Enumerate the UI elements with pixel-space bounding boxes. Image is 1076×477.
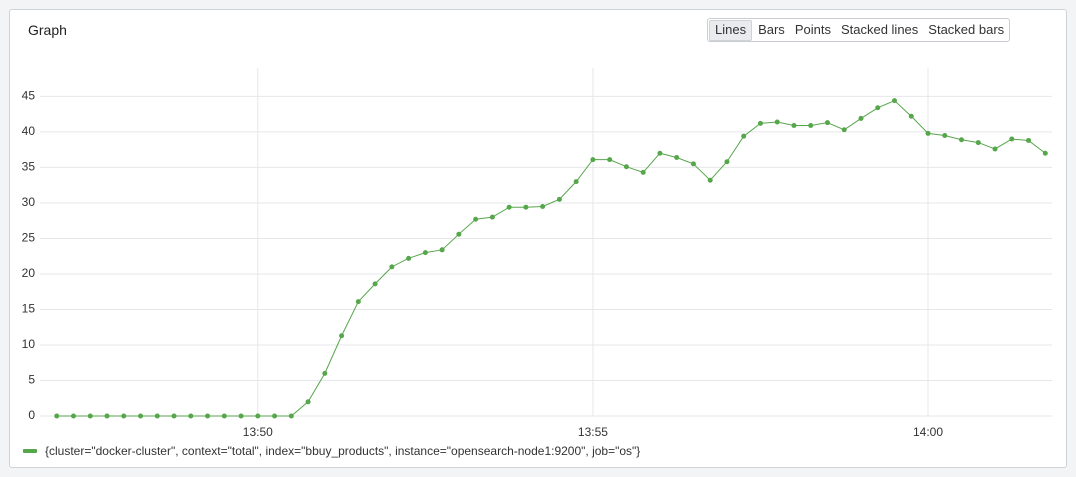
x-tick-label: 13:55 (578, 425, 608, 439)
data-point (942, 132, 948, 138)
data-point (238, 413, 244, 419)
data-point (674, 154, 680, 160)
chart-type-button[interactable]: Points (794, 22, 831, 37)
data-point (540, 203, 546, 209)
y-tick-label: 0 (28, 408, 35, 422)
data-point (590, 157, 596, 163)
chart-type-toolbar: Lines Bars Points Stacked lines Stacked bars (707, 18, 1011, 42)
data-point (975, 140, 981, 146)
data-point (422, 250, 428, 256)
data-point (121, 413, 127, 419)
data-point (657, 150, 663, 156)
y-tick-label: 35 (22, 160, 36, 174)
data-point (607, 157, 613, 163)
data-point (322, 370, 328, 376)
data-point (1026, 137, 1032, 143)
data-point (489, 214, 495, 220)
data-point (808, 123, 814, 129)
data-point (456, 231, 462, 237)
data-point (523, 204, 529, 210)
data-point (506, 204, 512, 210)
chart-type-button[interactable]: Stacked bars (928, 22, 1005, 37)
data-point (255, 413, 261, 419)
chart-type-button[interactable]: Lines (709, 20, 753, 41)
y-tick-label: 20 (22, 266, 36, 280)
data-point (774, 119, 780, 125)
data-point (1042, 150, 1048, 156)
data-point (757, 120, 763, 126)
legend-label: {cluster="docker-cluster", context="tota… (45, 444, 640, 458)
legend-swatch (23, 449, 37, 453)
data-point (623, 164, 629, 170)
data-point (892, 98, 898, 104)
data-point (104, 413, 110, 419)
data-point (71, 413, 77, 419)
chart-type-button[interactable]: Bars (758, 22, 785, 37)
data-point (858, 115, 864, 121)
data-point (841, 127, 847, 133)
data-point (992, 146, 998, 152)
data-point (439, 247, 445, 253)
data-point (925, 130, 931, 136)
y-tick-label: 45 (22, 89, 36, 103)
y-tick-label: 25 (22, 231, 36, 245)
y-tick-label: 40 (22, 124, 36, 138)
data-point (875, 105, 881, 111)
data-point (724, 159, 730, 165)
x-tick-label: 14:00 (913, 425, 943, 439)
data-point (205, 413, 211, 419)
data-point (908, 113, 914, 119)
y-tick-label: 10 (22, 337, 36, 351)
data-point (824, 120, 830, 126)
data-point (640, 169, 646, 175)
data-point (791, 123, 797, 129)
data-point (556, 196, 562, 202)
data-point (171, 413, 177, 419)
data-point (339, 333, 345, 339)
data-point (389, 264, 395, 270)
panel-title: Graph (28, 22, 67, 38)
data-point (741, 133, 747, 139)
data-point (87, 413, 93, 419)
data-point (54, 413, 60, 419)
chart-type-button[interactable]: Stacked lines (840, 22, 919, 37)
data-point (573, 179, 579, 185)
series-line (56, 100, 1046, 417)
data-point (473, 216, 479, 222)
data-point (959, 137, 965, 143)
data-point (188, 413, 194, 419)
data-point (138, 413, 144, 419)
data-point (288, 413, 294, 419)
data-point (690, 161, 696, 167)
data-point (406, 255, 412, 261)
y-tick-label: 15 (22, 302, 36, 316)
data-point (305, 399, 311, 405)
x-tick-label: 13:50 (243, 425, 273, 439)
data-point (707, 177, 713, 183)
data-point (154, 413, 160, 419)
y-tick-label: 30 (22, 195, 36, 209)
data-point (272, 413, 278, 419)
y-tick-label: 5 (28, 373, 35, 387)
data-point (1009, 136, 1015, 142)
data-point (221, 413, 227, 419)
data-point (372, 281, 378, 287)
data-point (355, 299, 361, 305)
